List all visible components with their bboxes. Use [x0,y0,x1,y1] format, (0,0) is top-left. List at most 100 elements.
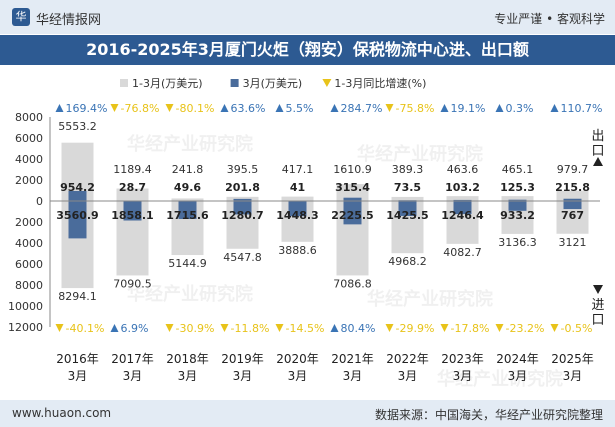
top-bar [0,0,615,34]
export-march-bar [233,198,252,201]
import-march-bar [453,201,472,215]
export-growth-label: 63.6% [231,102,266,115]
legend-label-0: 1-3月(万美元) [132,77,203,90]
export-q1-bar [336,184,369,201]
y-tick-label: 10000 [8,300,43,313]
export-march-bar [453,199,472,201]
export-q1-label: 465.1 [502,163,534,176]
export-q1-bar [446,196,479,201]
import-growth-label: -11.8% [231,322,270,335]
import-q1-label: 3136.3 [498,236,537,249]
import-march-label: 2225.5 [331,209,373,222]
x-category-month: 3月 [398,369,418,383]
import-march-bar [123,201,142,221]
site-url[interactable]: www.huaon.com [12,406,112,420]
x-category-year: 2024年 [496,352,539,366]
y-tick-label: 0 [36,195,43,208]
export-q1-bar [171,198,204,201]
export-growth-label: 5.5% [286,102,314,115]
footer-bar [0,400,615,427]
x-category-year: 2025年 [551,352,594,366]
x-category-month: 3月 [508,369,528,383]
import-march-bar [398,201,417,216]
export-growth-down-icon [385,104,394,112]
export-growth-label: -75.8% [396,102,435,115]
export-growth-up-icon [550,104,559,112]
import-growth-down-icon [275,324,284,332]
import-march-bar [563,201,582,210]
export-q1-bar [556,190,589,201]
y-tick-label: 8000 [15,279,43,292]
export-growth-up-icon [275,104,284,112]
export-growth-up-icon [495,104,504,112]
import-growth-label: -14.5% [286,322,325,335]
export-q1-label: 463.6 [447,163,479,176]
export-march-label: 28.7 [119,181,146,194]
export-growth-up-icon [55,104,64,112]
x-category-month: 3月 [453,369,473,383]
import-growth-down-icon [220,324,229,332]
y-tick-label: 4000 [15,153,43,166]
import-march-bar [178,201,197,220]
export-q1-bar [281,196,314,201]
import-march-label: 1425.5 [386,209,428,222]
import-growth-label: -17.8% [451,322,490,335]
export-q1-label: 5553.2 [58,120,97,133]
export-q1-label: 389.3 [392,163,424,176]
export-march-bar [343,197,362,201]
x-category-year: 2022年 [386,352,429,366]
import-march-label: 1246.4 [441,209,484,222]
chart-title: 2016-2025年3月厦门火炬（翔安）保税物流中心进、出口额 [86,40,529,59]
import-q1-label: 7086.8 [333,277,372,290]
import-growth-down-icon [495,324,504,332]
export-march-bar [508,199,527,201]
watermark-text: 华经产业研究院 [127,133,253,155]
import-growth-label: -30.9% [176,322,215,335]
title-bar [0,35,615,65]
export-march-bar [68,190,87,201]
export-march-bar [563,198,582,201]
import-growth-down-icon [165,324,174,332]
brand-name: 华经情报网 [36,13,102,28]
import-growth-label: -29.9% [396,322,435,335]
export-growth-label: 110.7% [561,102,603,115]
legend-label-2: 1-3月同比增速(%) [334,76,426,90]
y-tick-label: 2000 [15,216,43,229]
export-q1-label: 395.5 [227,163,259,176]
huajing-logo-icon: 华 [12,8,30,26]
y-tick-label: 6000 [15,258,43,271]
import-q1-label: 4968.2 [388,255,427,268]
x-category-year: 2018年 [166,352,209,366]
x-category-month: 3月 [343,369,363,383]
import-q1-label: 4547.8 [223,251,262,264]
import-growth-down-icon [550,324,559,332]
import-growth-label: -0.5% [561,322,593,335]
import-growth-label: -40.1% [66,322,105,335]
import-march-bar [288,201,307,217]
export-march-label: 41 [290,181,305,194]
y-tick-label: 2000 [15,174,43,187]
export-growth-label: -76.8% [121,102,160,115]
import-growth-up-icon [330,324,339,332]
x-category-year: 2016年 [56,352,99,366]
chart: 1-3月(万美元) 3月(万美元) 1-3月同比增速(%) 8000 6000 4000 2… [8,76,605,390]
export-q1-label: 241.8 [172,163,204,176]
export-q1-label: 417.1 [282,163,314,176]
import-growth-down-icon [440,324,449,332]
x-category-year: 2023年 [441,352,484,366]
export-q1-bar [501,196,534,201]
export-growth-label: 19.1% [451,102,486,115]
export-q1-label: 1189.4 [113,163,152,176]
import-march-bar [508,201,527,211]
import-march-label: 1280.7 [221,209,263,222]
import-march-label: 1715.6 [166,209,209,222]
export-growth-down-icon [165,104,174,112]
export-q1-bar [391,196,424,201]
export-growth-label: 0.3% [506,102,534,115]
export-growth-up-icon [220,104,229,112]
export-march-label: 73.5 [394,181,421,194]
export-q1-label: 979.7 [557,163,589,176]
import-march-label: 933.2 [500,209,535,222]
import-growth-label: 80.4% [341,322,376,335]
import-growth-label: -23.2% [506,322,545,335]
